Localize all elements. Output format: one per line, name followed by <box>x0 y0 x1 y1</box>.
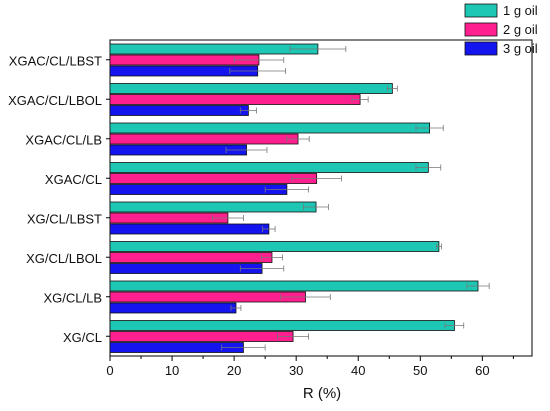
bar-xgac-cl-3-g-oil <box>109 184 288 195</box>
error-bar-xgac-cl-2-g-oil <box>291 175 342 182</box>
y-tick-label-xgac-cl-lbst: XGAC/CL/LBST <box>9 54 102 69</box>
legend-label-2-g-oil: 2 g oil <box>503 22 538 37</box>
legend-label-1-g-oil: 1 g oil <box>503 3 538 18</box>
y-tick-label-xg-cl-lbol: XG/CL/LBOL <box>26 251 102 266</box>
x-tick-label-0: 0 <box>106 363 113 378</box>
error-bar-xgac-cl-lbst-3-g-oil <box>229 68 287 74</box>
bar-xgac-cl-lb-1-g-oil <box>109 122 431 134</box>
error-bar-xg-cl-lb-2-g-oil <box>280 294 331 300</box>
bar-xgac-cl-lbol-2-g-oil <box>109 94 361 105</box>
error-bar-xgac-cl-lbst-1-g-oil <box>289 46 347 52</box>
legend: 1 g oil 2 g oil 3 g oil <box>464 3 538 56</box>
bar-xgac-cl-lb-2-g-oil <box>109 133 299 145</box>
bar-xgac-cl-lbst-1-g-oil <box>109 43 319 55</box>
bar-xg-cl-lbst-2-g-oil <box>109 212 229 224</box>
x-tick-label-20: 20 <box>227 363 241 378</box>
legend-label-3-g-oil: 3 g oil <box>503 41 538 56</box>
legend-swatch-2-g-oil <box>464 22 498 37</box>
x-tick-label-30: 30 <box>289 363 303 378</box>
error-bar-xg-cl-1-g-oil <box>444 322 465 329</box>
y-tick-label-xgac-cl-lbol: XGAC/CL/LBOL <box>8 93 102 108</box>
error-bar-xg-cl-3-g-oil <box>221 344 266 351</box>
error-bar-xgac-cl-lbol-3-g-oil <box>239 107 257 114</box>
error-bar-xgac-cl-lbol-1-g-oil <box>387 85 398 92</box>
x-tick-label-40: 40 <box>351 363 365 378</box>
x-tick-label-50: 50 <box>413 363 427 378</box>
error-bars-layer <box>211 46 490 351</box>
y-tick-label-xg-cl-lbst: XG/CL/LBST <box>27 212 102 227</box>
error-bar-xgac-cl-3-g-oil <box>264 186 309 193</box>
bar-xgac-cl-lbol-1-g-oil <box>109 83 393 94</box>
y-tick-label-xg-cl: XG/CL <box>63 330 102 345</box>
bar-xg-cl-lbol-3-g-oil <box>109 263 263 274</box>
error-bar-xgac-cl-lbol-2-g-oil <box>351 96 369 103</box>
y-tick-label-xgac-cl: XGAC/CL <box>45 172 102 187</box>
legend-swatch-3-g-oil <box>464 41 498 56</box>
error-bar-xg-cl-lbol-3-g-oil <box>239 265 285 272</box>
error-bar-xg-cl-lbol-1-g-oil <box>436 243 442 250</box>
bar-xgac-cl-2-g-oil <box>109 173 318 184</box>
bar-xg-cl-lbst-1-g-oil <box>109 201 317 213</box>
bar-xg-cl-lb-3-g-oil <box>109 302 237 314</box>
error-bar-xgac-cl-lb-2-g-oil <box>286 136 310 142</box>
error-bar-xg-cl-lb-3-g-oil <box>230 305 242 311</box>
error-bar-xg-cl-lbst-3-g-oil <box>262 226 276 232</box>
error-bar-xg-cl-2-g-oil <box>277 333 309 340</box>
bar-xg-cl-1-g-oil <box>109 320 455 331</box>
bar-xg-cl-2-g-oil <box>109 331 294 342</box>
x-tick-label-10: 10 <box>165 363 179 378</box>
bar-xg-cl-lb-1-g-oil <box>109 280 479 292</box>
error-bar-xgac-cl-1-g-oil <box>415 164 442 171</box>
error-bar-xg-cl-lbst-1-g-oil <box>303 204 329 210</box>
bar-xgac-cl-1-g-oil <box>109 162 429 173</box>
y-tick-label-xg-cl-lb: XG/CL/LB <box>43 291 102 306</box>
bar-xg-cl-lbol-2-g-oil <box>109 252 273 263</box>
bar-xg-cl-lbst-3-g-oil <box>109 223 270 235</box>
bars-layer <box>109 43 479 353</box>
bar-xgac-cl-lbol-3-g-oil <box>109 105 249 116</box>
x-tick-label-60: 60 <box>475 363 489 378</box>
error-bar-xg-cl-lbol-2-g-oil <box>261 254 283 261</box>
bar-xg-cl-lb-2-g-oil <box>109 291 306 303</box>
error-bar-xgac-cl-lbst-2-g-oil <box>233 57 285 63</box>
bar-xg-cl-lbol-1-g-oil <box>109 241 440 252</box>
error-bar-xg-cl-lbst-2-g-oil <box>211 215 244 221</box>
error-bar-xg-cl-lb-1-g-oil <box>466 283 490 289</box>
error-bar-xgac-cl-lb-3-g-oil <box>225 147 268 153</box>
axes: XGAC/CL/LBST XGAC/CL/LBOL XGAC/CL/LB XGAC/C… <box>8 54 514 378</box>
x-axis-label: R (%) <box>303 385 341 402</box>
y-tick-label-xgac-cl-lb: XGAC/CL/LB <box>25 133 102 148</box>
error-bar-xgac-cl-lb-1-g-oil <box>415 125 444 131</box>
legend-swatch-1-g-oil <box>464 3 498 18</box>
